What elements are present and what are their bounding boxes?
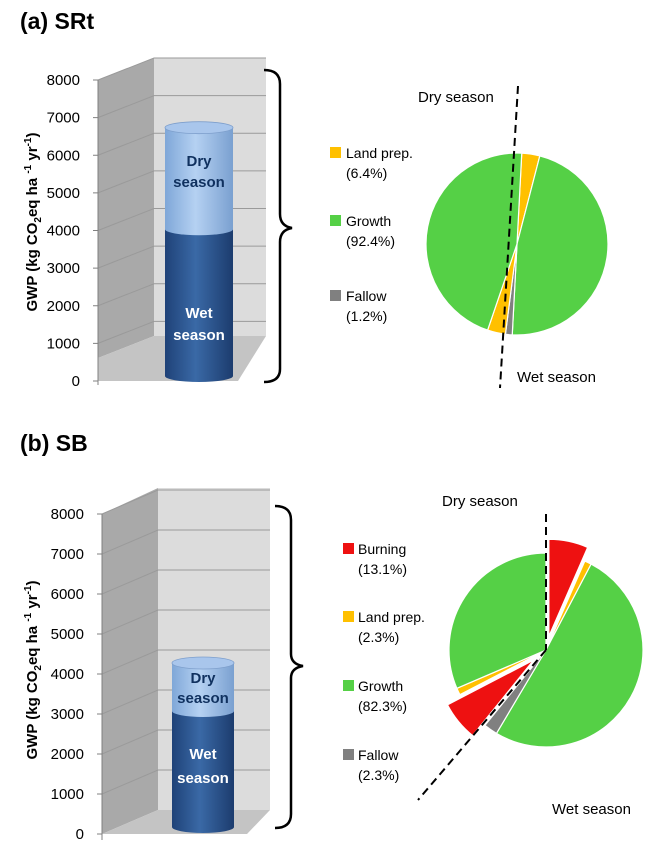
y-tick-label: 8000 (47, 72, 80, 89)
chart-b-brace (274, 504, 304, 830)
pie-b-slice-fallow (484, 649, 547, 735)
chart-a-brace (263, 68, 293, 384)
chart-a-y-ticks: 0 1000 2000 3000 4000 5000 6000 7000 8000 (47, 72, 98, 390)
gridline (101, 529, 270, 555)
panel-a-title: (a) SRt (20, 8, 94, 34)
y-tick-label: 7000 (47, 110, 80, 127)
cyl-b-dry-label-1: Dry (190, 670, 216, 687)
legend-a-label-fallow: Fallow (346, 288, 387, 304)
legend-a-pct-land-prep: (6.4%) (346, 165, 387, 181)
y-tick-label: 6000 (47, 147, 80, 164)
y-tick-label: 8000 (51, 506, 84, 523)
y-tick-label: 1000 (51, 786, 84, 803)
pie-b-dry-season-label: Dry season (442, 493, 518, 510)
legend-b-pct-growth: (82.3%) (358, 698, 407, 714)
legend-b-pct-land-prep: (2.3%) (358, 629, 399, 645)
y-tick-label: 3000 (47, 260, 80, 277)
y-tick-label: 3000 (51, 706, 84, 723)
gridline (101, 569, 270, 595)
panel-a: (a) SRt 0 1000 2000 3000 4000 5000 6000 7000 800… (20, 8, 609, 390)
cyl-b-dry-label-2: season (177, 690, 229, 707)
pie-b-wet-divider (417, 649, 547, 801)
pie-b (446, 538, 644, 748)
legend-a-pct-growth: (92.4%) (346, 233, 395, 249)
legend-b-swatch-growth (343, 680, 354, 691)
y-tick-label: 2000 (47, 298, 80, 315)
legend-a-swatch-growth (330, 215, 341, 226)
pie-a-wet-season-label: Wet season (517, 369, 596, 386)
cyl-a-dry-label-2: season (173, 174, 225, 191)
cyl-a-wet-label-2: season (173, 327, 225, 344)
legend-a-label-growth: Growth (346, 213, 391, 229)
legend-b-label-growth: Growth (358, 678, 403, 694)
cyl-b-wet-label-1: Wet (189, 746, 216, 763)
y-tick-label: 7000 (51, 546, 84, 563)
cylinder-wet-season-segment (172, 711, 234, 833)
legend-b-swatch-land-prep (343, 611, 354, 622)
y-tick-label: 4000 (47, 223, 80, 240)
chart-a-y-axis-label: GWP (kg CO2eq ha -1 yr-1) (23, 133, 44, 312)
chart-b-cylinder (171, 656, 235, 833)
gridline (101, 649, 270, 675)
panel-b-title: (b) SB (20, 430, 88, 456)
y-tick-label: 4000 (51, 666, 84, 683)
y-tick-label: 1000 (47, 335, 80, 352)
pie-b-slice-growth-1 (495, 563, 644, 748)
pie-b-slice-growth-2 (448, 552, 547, 690)
pie-b-wet-season-label: Wet season (552, 801, 631, 818)
cylinder-dry-season-segment (172, 663, 234, 717)
pie-b-slice-burning-1 (548, 538, 589, 637)
cylinder-top-cap (171, 656, 235, 670)
gridline (101, 489, 270, 515)
legend-a-swatch-land-prep (330, 147, 341, 158)
y-tick-label: 5000 (47, 185, 80, 202)
cylinder-dry-season-segment (165, 127, 233, 236)
legend-b-swatch-fallow (343, 749, 354, 760)
legend-a-swatch-fallow (330, 290, 341, 301)
y-tick-label: 0 (72, 373, 80, 390)
pie-a (425, 152, 609, 336)
legend-b-label-land-prep: Land prep. (358, 609, 425, 625)
legend-a-label-land-prep: Land prep. (346, 145, 413, 161)
gridline (97, 57, 266, 81)
chart-b-y-ticks: 0 1000 2000 3000 4000 5000 6000 7000 8000 (51, 506, 102, 843)
panel-a-svg: (a) SRt 0 1000 2000 3000 4000 5000 6000 7000 800… (20, 8, 609, 390)
panel-b: (b) SB 0 1000 2000 3000 4000 5000 6000 7000 8000… (0, 424, 648, 848)
y-tick-label: 5000 (51, 626, 84, 643)
gridline (101, 609, 270, 635)
chart-b-y-axis-label: GWP (kg CO2eq ha -1 yr-1) (23, 581, 44, 760)
pie-a-season-divider (499, 85, 519, 389)
legend-b-label-burning: Burning (358, 541, 406, 557)
panel-b-svg: (b) SB 0 1000 2000 3000 4000 5000 6000 7000 8000… (20, 430, 644, 843)
chart-a-cylinder (164, 121, 234, 382)
cylinder-top-cap (164, 121, 234, 135)
legend-b-swatch-burning (343, 543, 354, 554)
y-tick-label: 0 (76, 826, 84, 843)
cyl-a-dry-label-1: Dry (186, 153, 212, 170)
legend-b-pct-fallow: (2.3%) (358, 767, 399, 783)
pie-a-slice-growth-dry (511, 155, 609, 336)
legend-b-label-fallow: Fallow (358, 747, 399, 763)
gridline (97, 95, 266, 119)
cyl-b-wet-label-2: season (177, 770, 229, 787)
y-tick-label: 2000 (51, 746, 84, 763)
pie-b-slice-burning-2 (446, 659, 535, 737)
chart-a-side-wall (98, 58, 154, 358)
y-tick-label: 6000 (51, 586, 84, 603)
pie-a-dry-season-label: Dry season (418, 89, 494, 106)
cyl-a-wet-label-1: Wet (185, 305, 212, 322)
cylinder-wet-season-segment (165, 229, 233, 382)
pie-a-slice-growth-wet (425, 152, 523, 331)
legend-b-pct-burning: (13.1%) (358, 561, 407, 577)
legend-a-pct-fallow: (1.2%) (346, 308, 387, 324)
